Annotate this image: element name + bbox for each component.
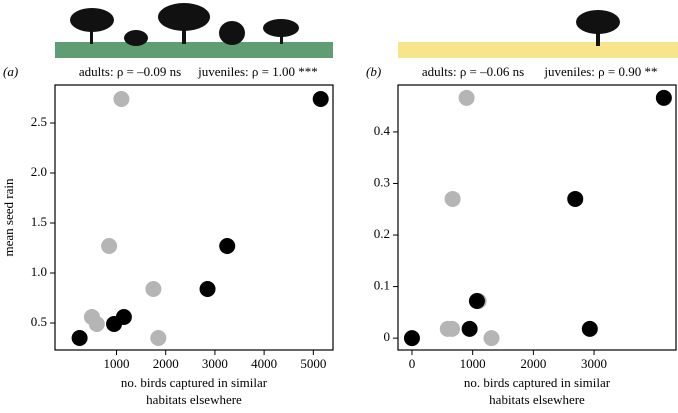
x-axis-label: habitats elsewhere <box>489 392 585 407</box>
data-point <box>458 89 475 106</box>
x-axis-label: no. birds captured in similar <box>121 375 268 390</box>
habitat-bar <box>398 42 678 58</box>
y-tick-label: 0.3 <box>374 174 390 189</box>
habitat-illustration-a <box>55 3 333 58</box>
x-axis-label: no. birds captured in similar <box>464 375 611 390</box>
panel-label: (a) <box>3 64 18 79</box>
data-point <box>444 190 461 207</box>
data-point <box>461 320 478 337</box>
plot-frame <box>54 84 334 351</box>
data-point <box>199 281 216 297</box>
data-point <box>219 238 236 254</box>
x-tick-label: 3000 <box>202 356 228 371</box>
x-tick-label: 5000 <box>300 356 326 371</box>
data-point <box>468 293 485 310</box>
data-point <box>403 330 420 347</box>
data-point <box>113 91 130 107</box>
x-tick-label: 2000 <box>153 356 179 371</box>
y-tick-label: 2.0 <box>31 164 47 179</box>
data-point <box>483 330 500 347</box>
data-point <box>150 330 167 346</box>
y-axis-label: mean seed rain <box>1 178 16 256</box>
habitat-illustration-b <box>398 10 678 58</box>
y-tick-label: 0 <box>384 329 391 344</box>
x-tick-label: 4000 <box>251 356 277 371</box>
x-tick-label: 0 <box>409 356 416 371</box>
data-point <box>88 316 105 332</box>
y-tick-label: 0.1 <box>374 278 390 293</box>
x-tick-label: 1000 <box>460 356 486 371</box>
x-axis-label: habitats elsewhere <box>146 392 242 407</box>
habitat-bar <box>55 42 333 58</box>
y-tick-label: 0.2 <box>374 226 390 241</box>
x-tick-label: 3000 <box>581 356 607 371</box>
y-tick-label: 1.0 <box>31 264 47 279</box>
x-tick-label: 1000 <box>104 356 130 371</box>
data-point <box>655 89 672 106</box>
data-point <box>145 281 162 297</box>
legend-label: adults: ρ = –0.06 ns <box>422 64 524 79</box>
panel-label: (b) <box>366 64 381 79</box>
data-point <box>567 190 584 207</box>
data-point <box>581 320 598 337</box>
x-tick-label: 2000 <box>520 356 546 371</box>
legend-label: juveniles: ρ = 0.90 ** <box>543 64 657 79</box>
trees <box>70 3 299 46</box>
data-point <box>71 330 88 346</box>
data-point <box>312 91 329 107</box>
data-point <box>115 309 132 325</box>
y-tick-label: 0.5 <box>31 314 47 329</box>
y-tick-label: 1.5 <box>31 214 47 229</box>
legend-label: juveniles: ρ = 1.00 *** <box>197 64 318 79</box>
data-point <box>101 238 118 254</box>
legend-label: adults: ρ = –0.09 ns <box>79 64 181 79</box>
plot-frame <box>397 84 677 351</box>
y-tick-label: 2.5 <box>31 114 47 129</box>
y-tick-label: 0.4 <box>374 123 391 138</box>
trees <box>576 10 620 46</box>
data-point <box>444 320 461 337</box>
